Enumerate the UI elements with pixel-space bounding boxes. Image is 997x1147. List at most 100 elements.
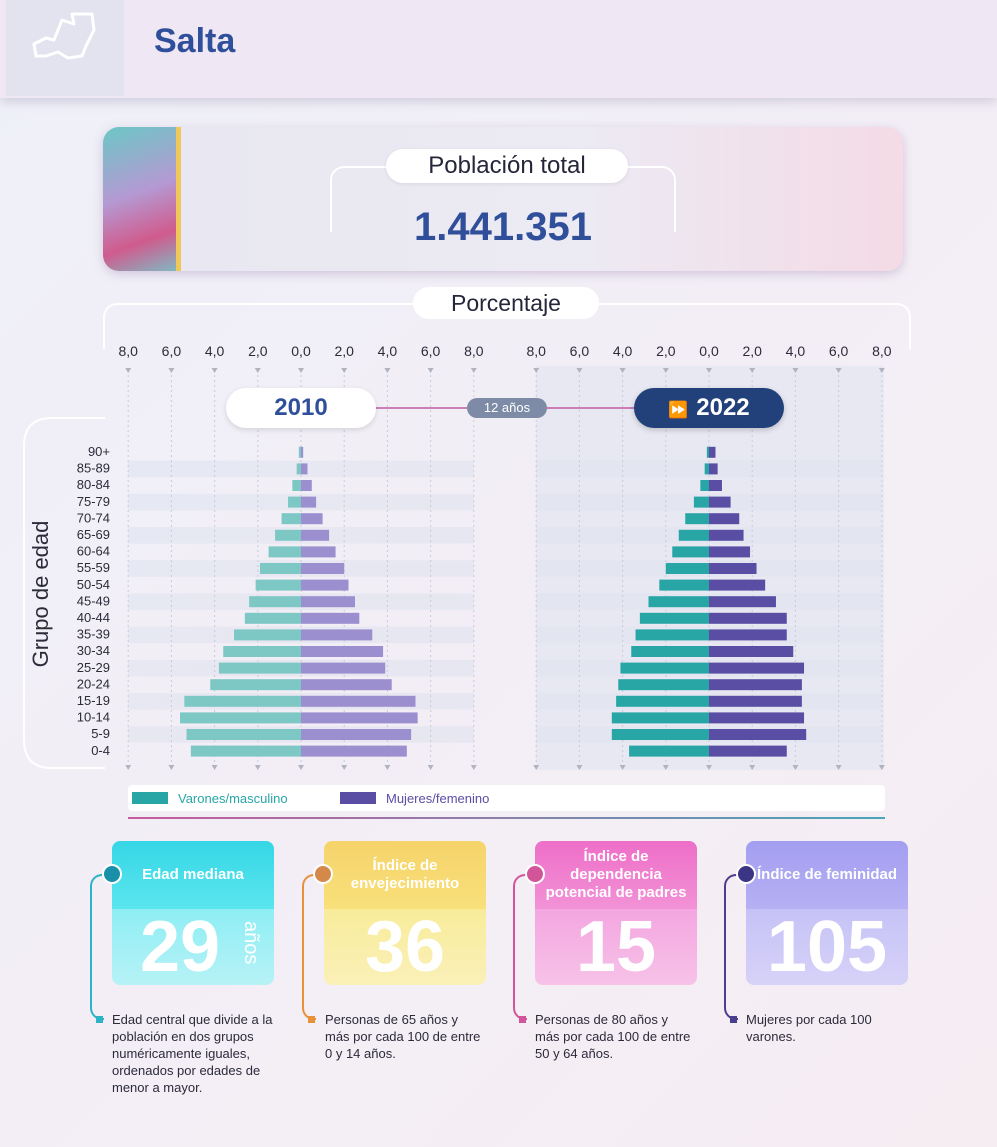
fast-forward-icon: ⏩ <box>668 402 689 419</box>
x-tick-label: 2,0 <box>742 343 762 359</box>
bar-male <box>186 729 301 740</box>
x-tick-label: 0,0 <box>291 343 311 359</box>
tick-marker <box>168 765 175 770</box>
indicator-unit: años <box>240 921 262 965</box>
illustration-art <box>103 127 181 271</box>
tick-marker <box>341 368 348 373</box>
connector-line <box>513 874 527 1020</box>
tick-marker <box>706 368 712 373</box>
tick-marker <box>792 765 799 770</box>
x-tick-label: 6,0 <box>162 343 182 359</box>
tick-marker <box>427 368 434 373</box>
bar-male <box>635 629 709 641</box>
bar-female <box>301 662 386 674</box>
tick-marker <box>254 368 261 373</box>
header-bar: Salta <box>0 0 997 98</box>
x-tick-label: 2,0 <box>656 343 676 359</box>
indicator-description: Edad central que divide a la población e… <box>112 1012 273 1095</box>
age-group-label: 5-9 <box>91 726 110 741</box>
bar-female <box>709 646 794 657</box>
bar-male <box>190 745 301 757</box>
indicator-description: Personas de 65 años y más por cada 100 d… <box>325 1012 481 1061</box>
age-group-label: 25-29 <box>77 660 110 675</box>
bar-male <box>292 480 301 491</box>
bar-male <box>244 612 301 624</box>
bar-female <box>709 662 805 674</box>
bar-female <box>301 646 384 657</box>
x-tick-label: 8,0 <box>464 343 484 359</box>
x-tick-label: 4,0 <box>205 343 225 359</box>
bar-female <box>301 695 416 707</box>
age-group-label: 20-24 <box>77 676 110 691</box>
age-group-label: 60-64 <box>77 544 110 559</box>
tick-marker <box>211 765 218 770</box>
tick-marker <box>749 368 756 373</box>
legend-male-swatch <box>132 792 168 804</box>
bar-male <box>298 446 301 458</box>
indicator-body <box>324 909 486 985</box>
bar-male <box>704 463 709 475</box>
age-group-label: 15-19 <box>77 693 110 708</box>
bar-female <box>709 546 751 558</box>
bar-female <box>709 480 722 491</box>
bar-female <box>301 496 317 508</box>
percent-label: Porcentaje <box>413 287 599 319</box>
bar-male <box>180 712 301 724</box>
indicator-body <box>535 909 697 985</box>
bar-male <box>639 612 709 624</box>
bar-male <box>611 729 709 740</box>
bar-female <box>709 513 740 525</box>
age-group-label: 75-79 <box>77 494 110 509</box>
tick-marker <box>662 765 669 770</box>
bar-female <box>301 480 312 491</box>
bar-female <box>709 629 787 641</box>
bar-female <box>709 529 744 541</box>
x-tick-label: 4,0 <box>786 343 806 359</box>
bar-male <box>665 563 709 574</box>
bar-male <box>693 496 709 508</box>
bar-female <box>301 546 336 558</box>
bar-male <box>268 546 301 558</box>
bar-female <box>709 712 805 724</box>
age-group-label: 80-84 <box>77 477 110 492</box>
connector-line <box>302 874 316 1020</box>
bar-male <box>281 513 301 525</box>
page-title: Salta <box>154 22 236 60</box>
tick-marker <box>125 368 132 373</box>
bar-male <box>678 529 709 541</box>
indicator-femininity: Índice de feminidad 105 <box>746 841 908 985</box>
bar-female <box>301 612 360 624</box>
bar-male <box>618 679 709 691</box>
age-group-label: 65-69 <box>77 527 110 542</box>
indicator-value: 36 <box>364 907 446 985</box>
indicator-body <box>746 909 908 985</box>
legend-male-label: Varones/masculino <box>178 791 288 806</box>
bar-female <box>301 729 412 740</box>
bar-male <box>659 579 709 591</box>
bar-male <box>672 546 709 558</box>
divider-line <box>128 817 885 819</box>
indicator-title: Índice de envejecimiento <box>324 841 486 909</box>
tick-marker <box>749 765 756 770</box>
bar-male <box>210 679 301 691</box>
bar-female <box>301 513 323 525</box>
tick-marker <box>211 368 218 373</box>
bullet-dot <box>102 864 122 884</box>
tick-marker <box>619 765 626 770</box>
year-2022-label: 2022 <box>696 394 750 421</box>
tick-marker <box>878 765 885 770</box>
bar-female <box>709 729 807 740</box>
bullet-dot <box>313 864 333 884</box>
province-map-icon <box>32 12 96 60</box>
tick-marker <box>835 765 842 770</box>
tick-marker <box>533 368 540 373</box>
bar-female <box>709 695 802 707</box>
bar-male <box>288 496 301 508</box>
tick-marker <box>168 368 175 373</box>
bar-female <box>301 712 418 724</box>
illustration-strip <box>176 127 181 271</box>
bullet-dot <box>525 864 545 884</box>
x-tick-label: 2,0 <box>334 343 354 359</box>
legend-female-swatch <box>340 792 376 804</box>
